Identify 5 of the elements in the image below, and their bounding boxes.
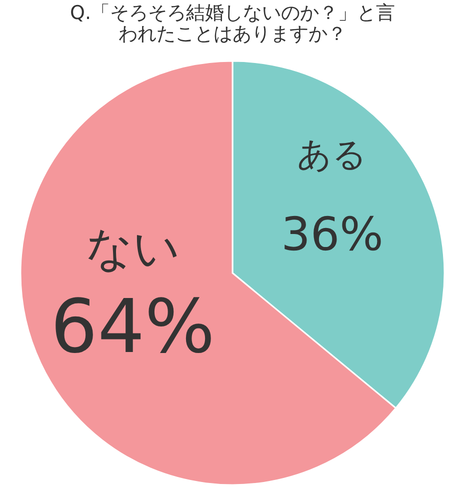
chart-title: Q.「そろそろ結婚しないのか？」と言われたことはありますか？ bbox=[70, 2, 395, 45]
data-label: 64% bbox=[50, 284, 215, 370]
slice-label: ある bbox=[297, 135, 368, 176]
data-label: 36% bbox=[281, 207, 384, 262]
slice-label: ない bbox=[86, 220, 180, 275]
